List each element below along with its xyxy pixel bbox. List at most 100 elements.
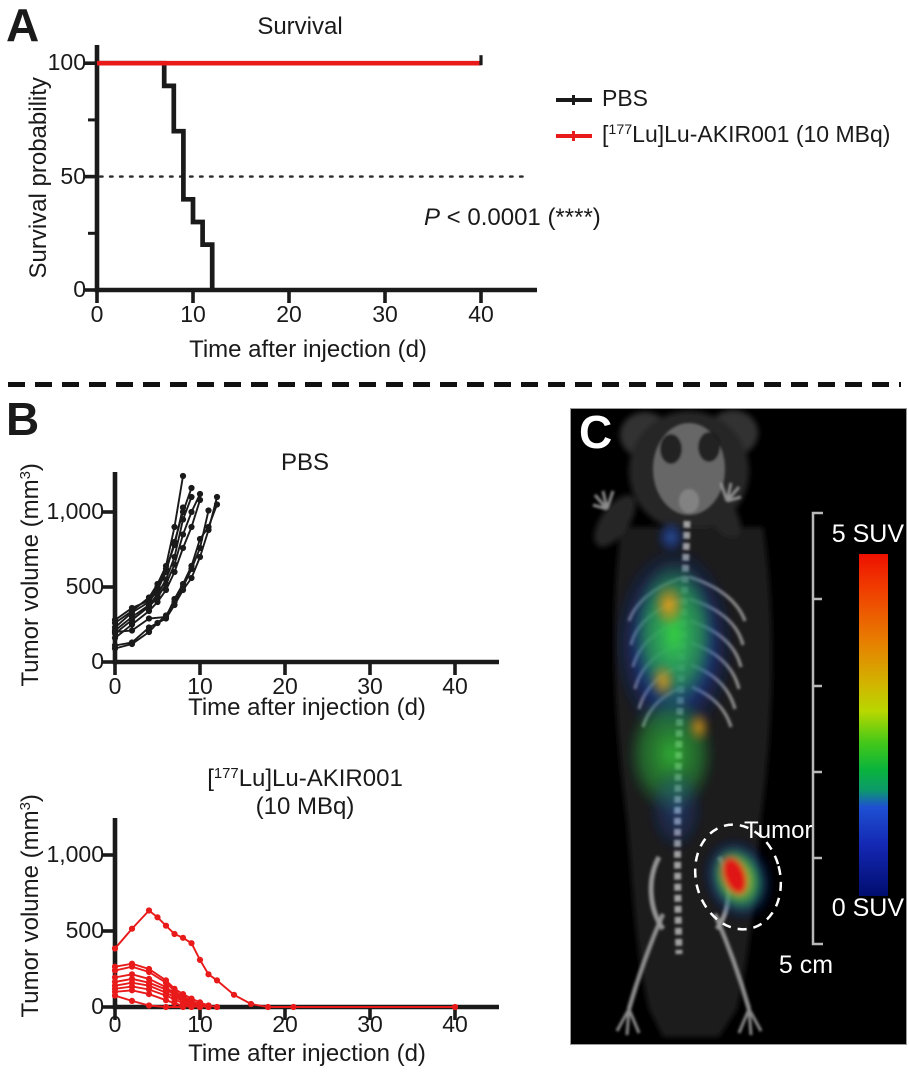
x-tick-label: 30 xyxy=(357,673,383,699)
data-point-marker xyxy=(205,1002,212,1009)
data-point-marker xyxy=(145,628,153,636)
data-point-marker xyxy=(162,989,170,996)
data-point-marker xyxy=(145,594,153,601)
data-point-marker xyxy=(128,609,136,616)
legend-label-bracket: [ xyxy=(602,121,609,147)
data-point-marker xyxy=(188,1002,195,1009)
data-point-marker xyxy=(162,586,170,594)
data-point-marker xyxy=(196,535,204,543)
data-point-marker xyxy=(196,1003,204,1011)
data-point-marker xyxy=(111,945,119,952)
data-point-marker xyxy=(196,490,204,498)
x-tick-label: 40 xyxy=(442,673,468,699)
data-point-marker xyxy=(205,1003,212,1011)
x-tick-label: 0 xyxy=(90,301,104,327)
series-line xyxy=(114,510,210,650)
data-point-marker xyxy=(196,1003,204,1011)
scale-bar-label: 5 cm xyxy=(778,951,834,979)
y-tick-label: 50 xyxy=(60,162,86,189)
panel-divider-dashed-line xyxy=(8,382,901,387)
data-point-marker xyxy=(128,971,136,978)
series-line xyxy=(97,60,215,290)
data-point-marker xyxy=(154,598,161,606)
data-point-marker xyxy=(162,977,170,984)
x-tick-label: 40 xyxy=(468,301,494,327)
data-point-marker xyxy=(128,607,136,615)
data-point-marker xyxy=(162,615,170,622)
p-value-annotation: P < 0.0001 (****) xyxy=(424,204,601,232)
data-point-marker xyxy=(154,583,161,591)
data-point-marker xyxy=(154,591,161,598)
data-point-marker xyxy=(179,994,187,1002)
y-tick-label: 0 xyxy=(91,993,104,1019)
series-line xyxy=(114,965,209,1008)
data-point-marker xyxy=(111,645,119,652)
data-point-marker xyxy=(179,996,187,1003)
data-point-marker xyxy=(145,624,153,631)
series-line xyxy=(114,909,455,1008)
data-point-marker xyxy=(111,627,119,634)
data-point-marker xyxy=(196,544,204,552)
pet-ct-mouse-image xyxy=(592,410,823,1037)
data-point-marker xyxy=(171,994,178,1001)
y-tick-label: 1,000 xyxy=(46,841,104,867)
data-point-marker xyxy=(154,580,161,588)
legend-label-rest: Lu]Lu-AKIR001 (10 MBq) xyxy=(632,121,891,147)
data-point-marker xyxy=(171,987,178,995)
panel-c-label: C xyxy=(579,406,613,458)
data-point-marker xyxy=(171,991,178,998)
legend-marker-pbs xyxy=(556,95,592,105)
data-point-marker xyxy=(128,975,136,983)
y-tick-label: 100 xyxy=(47,49,86,76)
pbs-tumor-x-axis-label: Time after injection (d) xyxy=(188,694,426,721)
data-point-marker xyxy=(188,997,195,1005)
x-tick-label: 20 xyxy=(272,1011,298,1037)
data-point-marker xyxy=(145,979,153,986)
x-tick-label: 10 xyxy=(187,673,213,699)
data-point-marker xyxy=(145,607,153,615)
survival-x-axis-label: Time after injection (d) xyxy=(189,336,427,363)
data-point-marker xyxy=(128,979,136,986)
data-point-marker xyxy=(171,598,178,606)
data-point-marker xyxy=(205,971,212,978)
censor-mark xyxy=(479,55,483,66)
data-point-marker xyxy=(111,619,119,627)
data-point-marker xyxy=(128,963,136,970)
data-point-marker xyxy=(111,630,119,637)
y-tick-label: 0 xyxy=(73,276,86,302)
data-point-marker xyxy=(205,1003,212,1011)
data-point-marker xyxy=(162,997,170,1004)
data-point-marker xyxy=(162,576,170,583)
data-point-marker xyxy=(171,930,178,938)
data-point-marker xyxy=(196,999,204,1006)
data-point-marker xyxy=(162,568,170,576)
title-bracket: [ xyxy=(207,765,214,792)
data-point-marker xyxy=(145,597,153,604)
data-point-marker xyxy=(179,531,187,538)
legend-marker-treatment xyxy=(556,131,592,141)
data-point-marker xyxy=(145,982,153,989)
data-point-marker xyxy=(171,990,178,997)
x-tick-label: 30 xyxy=(372,301,398,327)
data-point-marker xyxy=(162,562,170,570)
title-rest: Lu]Lu-AKIR001 xyxy=(238,765,403,792)
title-superscript: 177 xyxy=(213,765,239,782)
data-point-marker xyxy=(179,1003,187,1011)
data-point-marker xyxy=(145,991,153,998)
data-point-marker xyxy=(213,1003,221,1011)
data-point-marker xyxy=(196,553,204,561)
y-tick-label: 500 xyxy=(65,917,104,943)
data-point-marker xyxy=(145,986,153,993)
p-value-text: < 0.0001 (****) xyxy=(440,204,601,231)
series-line xyxy=(114,507,184,621)
data-point-marker xyxy=(188,940,195,947)
data-point-marker xyxy=(111,963,119,970)
data-point-marker xyxy=(171,541,178,549)
data-point-marker xyxy=(162,565,170,573)
data-point-marker xyxy=(162,984,170,991)
suv-colorbar xyxy=(859,554,888,896)
data-point-marker xyxy=(205,526,212,534)
data-point-marker xyxy=(188,999,195,1006)
p-value-italic-p: P xyxy=(424,204,441,231)
